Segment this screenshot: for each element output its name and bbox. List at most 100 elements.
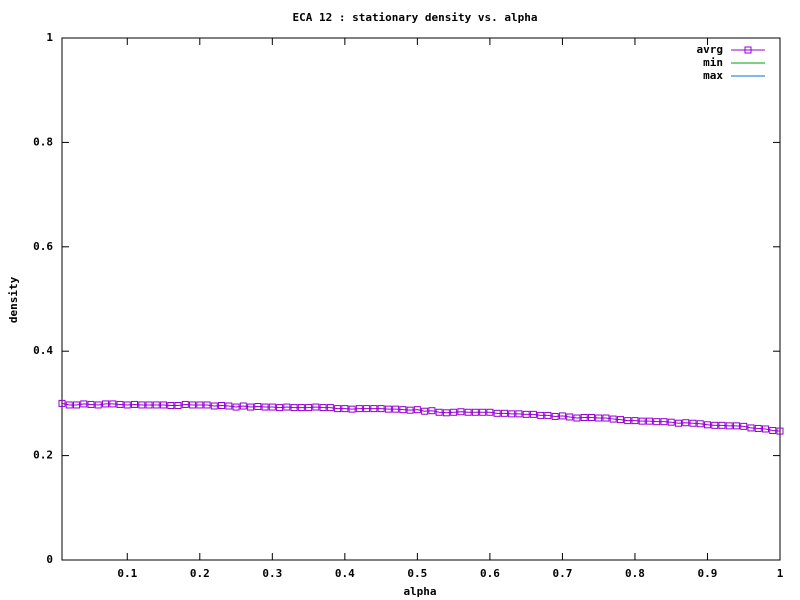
point-marker [645, 417, 653, 425]
point-marker [616, 416, 624, 424]
x-axis-label: alpha [403, 585, 436, 598]
point-marker [254, 403, 262, 411]
point-marker [493, 409, 501, 417]
point-marker [537, 411, 545, 419]
point-marker [203, 401, 211, 409]
point-marker [732, 422, 740, 430]
point-marker [102, 400, 110, 408]
point-marker [486, 408, 494, 416]
point-marker [145, 401, 153, 409]
x-tick-label: 1 [777, 567, 784, 580]
point-marker [189, 401, 197, 409]
x-tick-label: 0.7 [552, 567, 572, 580]
point-marker [58, 399, 66, 407]
point-marker [138, 401, 146, 409]
point-marker [80, 400, 88, 408]
point-marker [769, 427, 777, 435]
point-marker [326, 404, 334, 412]
point-marker [450, 408, 458, 416]
point-marker [624, 417, 632, 425]
point-marker [566, 413, 574, 421]
point-marker [522, 410, 530, 418]
point-marker [435, 408, 443, 416]
point-marker [65, 401, 73, 409]
y-tick-label: 0.2 [33, 449, 53, 462]
point-marker [160, 401, 168, 409]
point-marker [413, 406, 421, 414]
point-marker [442, 409, 450, 417]
x-tick-label: 0.9 [698, 567, 718, 580]
point-marker [689, 419, 697, 427]
point-marker [761, 425, 769, 433]
x-tick-label: 0.5 [407, 567, 427, 580]
point-marker [261, 403, 269, 411]
point-marker [602, 414, 610, 422]
x-tick-label: 0.6 [480, 567, 500, 580]
point-marker [384, 405, 392, 413]
legend-marker [744, 46, 752, 54]
point-marker [232, 403, 240, 411]
point-marker [587, 413, 595, 421]
point-marker [152, 401, 160, 409]
point-marker [174, 401, 182, 409]
point-marker [595, 414, 603, 422]
point-marker [276, 404, 284, 412]
point-marker [334, 405, 342, 413]
legend-label: min [703, 56, 723, 69]
point-marker [290, 404, 298, 412]
point-marker [464, 408, 472, 416]
x-tick-label: 0.3 [262, 567, 282, 580]
point-marker [558, 412, 566, 420]
point-marker [747, 424, 755, 432]
point-marker [225, 402, 233, 410]
x-tick-label: 0.1 [117, 567, 137, 580]
point-marker [348, 405, 356, 413]
point-marker [297, 404, 305, 412]
point-marker [653, 418, 661, 426]
point-marker [283, 403, 291, 411]
point-marker [392, 405, 400, 413]
legend-label: avrg [697, 43, 724, 56]
point-marker [341, 405, 349, 413]
x-tick-label: 0.4 [335, 567, 355, 580]
point-marker [123, 401, 131, 409]
point-marker [94, 401, 102, 409]
point-marker [573, 414, 581, 422]
point-marker [682, 419, 690, 427]
y-tick-label: 0.8 [33, 135, 53, 148]
point-marker [631, 417, 639, 425]
y-tick-label: 0.4 [33, 344, 53, 357]
point-marker [218, 401, 226, 409]
point-marker [87, 400, 95, 408]
y-tick-label: 0 [46, 553, 53, 566]
point-marker [312, 403, 320, 411]
point-marker [247, 403, 255, 411]
point-marker [428, 407, 436, 415]
point-marker [740, 422, 748, 430]
point-marker [638, 417, 646, 425]
point-marker [479, 408, 487, 416]
point-marker [457, 408, 465, 416]
point-marker [355, 405, 363, 413]
point-marker [406, 406, 414, 414]
point-marker [696, 420, 704, 428]
point-marker [109, 400, 117, 408]
point-marker [370, 405, 378, 413]
point-marker [508, 410, 516, 418]
point-marker [399, 406, 407, 414]
point-marker [580, 413, 588, 421]
point-marker [674, 419, 682, 427]
x-tick-label: 0.2 [190, 567, 210, 580]
point-marker [196, 401, 204, 409]
point-marker [754, 424, 762, 432]
point-marker [500, 409, 508, 417]
point-marker [363, 405, 371, 413]
point-marker [73, 401, 81, 409]
point-marker [167, 401, 175, 409]
point-marker [660, 418, 668, 426]
legend-label: max [703, 69, 723, 82]
point-marker [515, 410, 523, 418]
point-marker [471, 408, 479, 416]
